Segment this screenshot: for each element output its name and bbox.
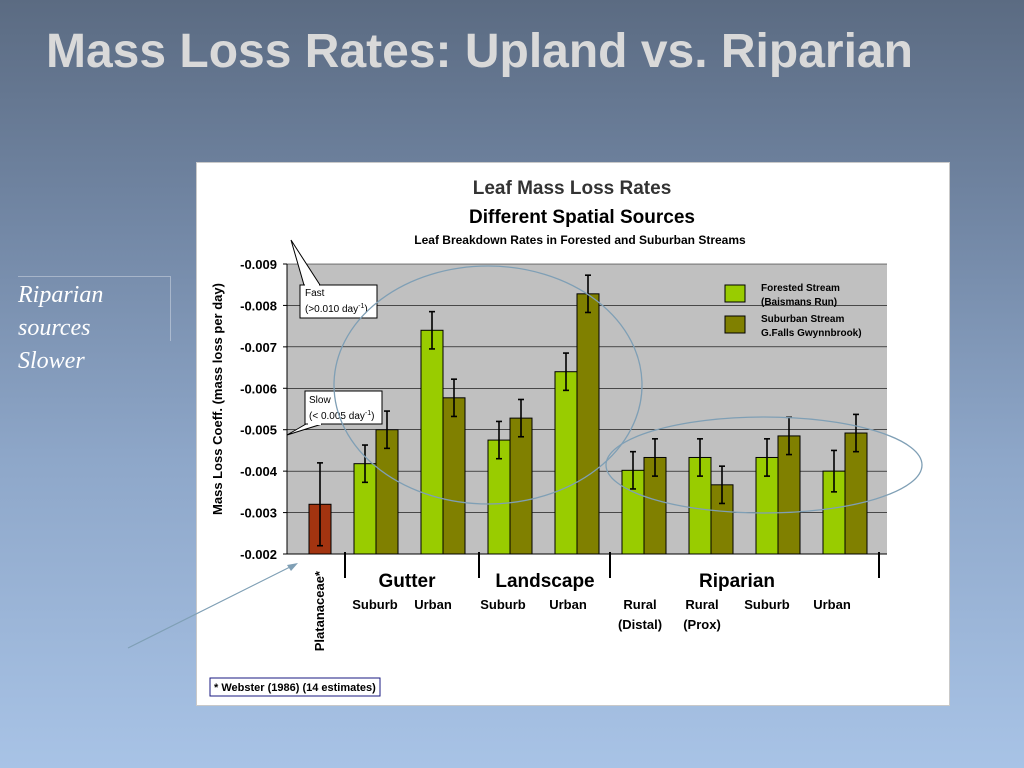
category-label: Suburb	[744, 597, 790, 612]
y-axis-label: Mass Loss Coeff. (mass loss per day)	[210, 283, 225, 515]
category-label: Rural	[623, 597, 656, 612]
y-tick-label: -0.009	[240, 257, 277, 272]
y-tick-label: -0.004	[240, 464, 278, 479]
bar-forested	[420, 329, 444, 555]
bar-suburban	[442, 397, 466, 555]
category-label: Suburb	[352, 597, 398, 612]
chart-panel: Leaf Mass Loss Rates Different Spatial S…	[196, 162, 950, 706]
y-tick-label: -0.005	[240, 423, 277, 438]
category-label: Suburb	[480, 597, 526, 612]
category-label: Urban	[414, 597, 452, 612]
bar-suburban	[509, 417, 533, 555]
footnote-box	[209, 677, 381, 697]
side-note-line-2: sources	[18, 315, 91, 341]
chart-title: Leaf Mass Loss Rates	[473, 178, 672, 199]
bar-forested	[554, 371, 578, 555]
legend-label: G.Falls Gwynnbrook)	[761, 328, 862, 339]
chart-subtitle: Different Spatial Sources	[469, 207, 695, 228]
category-label: Urban	[549, 597, 587, 612]
bar-suburban	[576, 293, 600, 555]
y-tick-label: -0.008	[240, 298, 277, 313]
category-label: Urban	[813, 597, 851, 612]
group-label: Landscape	[495, 571, 594, 592]
category-label-line2: (Prox)	[683, 617, 721, 632]
side-note: Riparian sources Slower	[18, 276, 171, 374]
x-labels: Gutter Landscape Riparian Suburb Urban Suburb…	[312, 552, 880, 651]
side-note-line-1: Riparian	[18, 282, 104, 308]
leaf-mass-loss-chart: Leaf Mass Loss Rates Different Spatial S…	[209, 178, 887, 697]
group-label: Riparian	[699, 571, 775, 592]
y-tick-label: -0.002	[240, 547, 277, 562]
slide-title: Mass Loss Rates: Upland vs. Riparian	[46, 25, 913, 78]
chart-subsubtitle: Leaf Breakdown Rates in Forested and Sub…	[414, 233, 746, 247]
y-tick-label: -0.007	[240, 340, 277, 355]
legend-label: (Baismans Run)	[761, 297, 837, 308]
platanaceae-label: Platanaceae*	[312, 570, 327, 651]
legend-swatch	[724, 315, 746, 334]
y-tick-label: -0.003	[240, 506, 277, 521]
y-tick-label: -0.006	[240, 381, 277, 396]
legend-label: Suburban Stream	[761, 314, 844, 325]
side-note-line-3: Slower	[18, 348, 85, 374]
legend: Forested Stream (Baismans Run) Suburban St…	[724, 283, 862, 339]
legend-label: Forested Stream	[761, 283, 840, 294]
category-label-line2: (Distal)	[618, 617, 662, 632]
category-label: Rural	[685, 597, 718, 612]
group-label: Gutter	[379, 571, 437, 592]
legend-swatch	[724, 284, 746, 303]
footnote: * Webster (1986) (14 estimates)	[214, 682, 376, 694]
